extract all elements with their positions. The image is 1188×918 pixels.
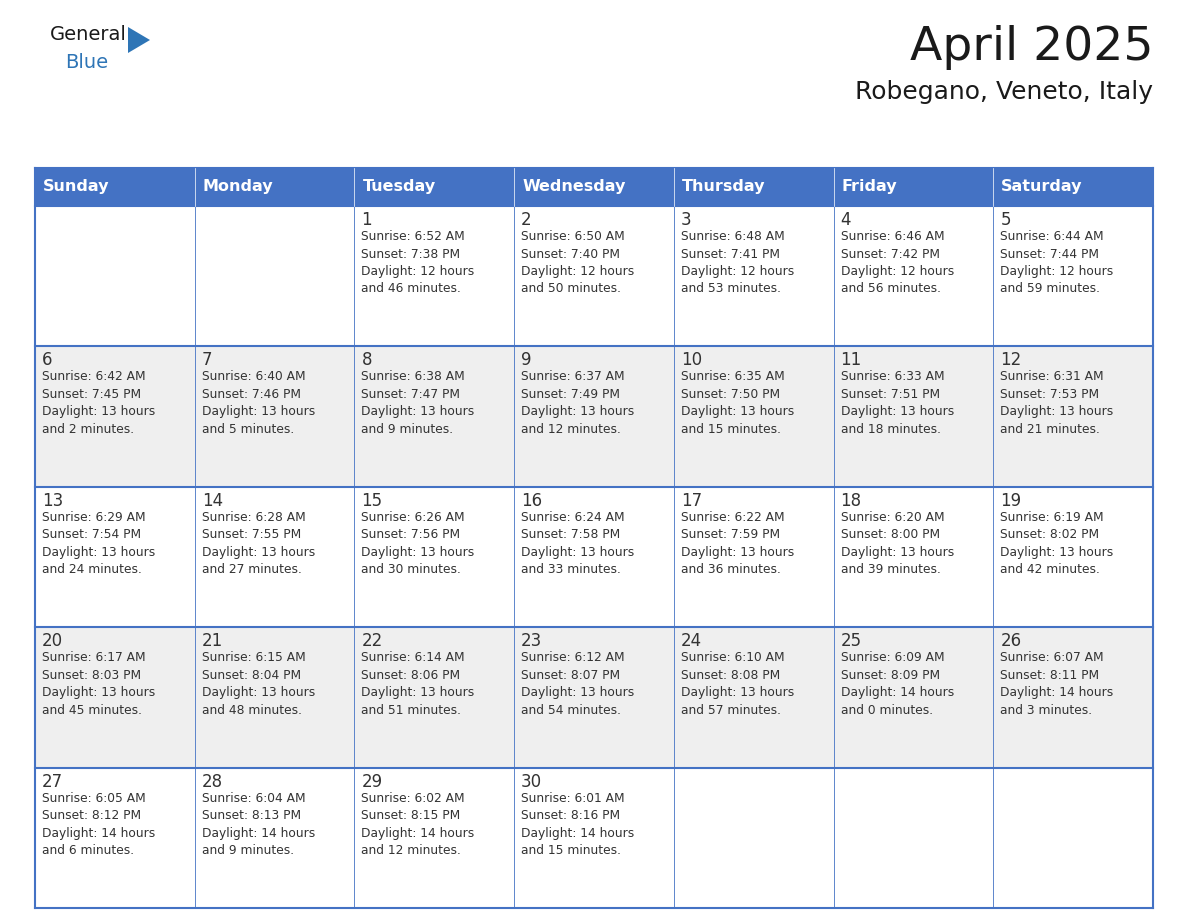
Text: 23: 23 bbox=[522, 633, 543, 650]
Text: 17: 17 bbox=[681, 492, 702, 509]
Text: Tuesday: Tuesday bbox=[362, 180, 436, 195]
Text: 5: 5 bbox=[1000, 211, 1011, 229]
Text: 9: 9 bbox=[522, 352, 532, 369]
Text: Sunrise: 6:50 AM
Sunset: 7:40 PM
Daylight: 12 hours
and 50 minutes.: Sunrise: 6:50 AM Sunset: 7:40 PM Dayligh… bbox=[522, 230, 634, 296]
Bar bbox=[34, 206, 1154, 346]
Text: Sunrise: 6:02 AM
Sunset: 8:15 PM
Daylight: 14 hours
and 12 minutes.: Sunrise: 6:02 AM Sunset: 8:15 PM Dayligh… bbox=[361, 791, 475, 857]
Text: Sunrise: 6:04 AM
Sunset: 8:13 PM
Daylight: 14 hours
and 9 minutes.: Sunrise: 6:04 AM Sunset: 8:13 PM Dayligh… bbox=[202, 791, 315, 857]
Text: Sunrise: 6:14 AM
Sunset: 8:06 PM
Daylight: 13 hours
and 51 minutes.: Sunrise: 6:14 AM Sunset: 8:06 PM Dayligh… bbox=[361, 651, 475, 717]
Bar bbox=[34, 487, 1154, 627]
Text: 11: 11 bbox=[841, 352, 861, 369]
Polygon shape bbox=[128, 27, 150, 53]
Text: 20: 20 bbox=[42, 633, 63, 650]
Text: 16: 16 bbox=[522, 492, 542, 509]
Text: 28: 28 bbox=[202, 773, 223, 790]
Text: 19: 19 bbox=[1000, 492, 1022, 509]
Text: 14: 14 bbox=[202, 492, 223, 509]
Bar bbox=[34, 767, 1154, 908]
Text: Sunrise: 6:46 AM
Sunset: 7:42 PM
Daylight: 12 hours
and 56 minutes.: Sunrise: 6:46 AM Sunset: 7:42 PM Dayligh… bbox=[841, 230, 954, 296]
Text: Friday: Friday bbox=[841, 180, 897, 195]
Text: Sunrise: 6:22 AM
Sunset: 7:59 PM
Daylight: 13 hours
and 36 minutes.: Sunrise: 6:22 AM Sunset: 7:59 PM Dayligh… bbox=[681, 510, 794, 577]
Text: Sunrise: 6:15 AM
Sunset: 8:04 PM
Daylight: 13 hours
and 48 minutes.: Sunrise: 6:15 AM Sunset: 8:04 PM Dayligh… bbox=[202, 651, 315, 717]
Text: Sunrise: 6:31 AM
Sunset: 7:53 PM
Daylight: 13 hours
and 21 minutes.: Sunrise: 6:31 AM Sunset: 7:53 PM Dayligh… bbox=[1000, 370, 1113, 436]
Text: Sunrise: 6:48 AM
Sunset: 7:41 PM
Daylight: 12 hours
and 53 minutes.: Sunrise: 6:48 AM Sunset: 7:41 PM Dayligh… bbox=[681, 230, 794, 296]
Text: Sunrise: 6:05 AM
Sunset: 8:12 PM
Daylight: 14 hours
and 6 minutes.: Sunrise: 6:05 AM Sunset: 8:12 PM Dayligh… bbox=[42, 791, 156, 857]
Text: 10: 10 bbox=[681, 352, 702, 369]
Text: 22: 22 bbox=[361, 633, 383, 650]
Text: Sunrise: 6:20 AM
Sunset: 8:00 PM
Daylight: 13 hours
and 39 minutes.: Sunrise: 6:20 AM Sunset: 8:00 PM Dayligh… bbox=[841, 510, 954, 577]
Text: 13: 13 bbox=[42, 492, 63, 509]
Text: Sunrise: 6:33 AM
Sunset: 7:51 PM
Daylight: 13 hours
and 18 minutes.: Sunrise: 6:33 AM Sunset: 7:51 PM Dayligh… bbox=[841, 370, 954, 436]
Text: Sunrise: 6:12 AM
Sunset: 8:07 PM
Daylight: 13 hours
and 54 minutes.: Sunrise: 6:12 AM Sunset: 8:07 PM Dayligh… bbox=[522, 651, 634, 717]
Text: Robegano, Veneto, Italy: Robegano, Veneto, Italy bbox=[855, 80, 1154, 104]
Text: Sunrise: 6:35 AM
Sunset: 7:50 PM
Daylight: 13 hours
and 15 minutes.: Sunrise: 6:35 AM Sunset: 7:50 PM Dayligh… bbox=[681, 370, 794, 436]
Text: Sunrise: 6:44 AM
Sunset: 7:44 PM
Daylight: 12 hours
and 59 minutes.: Sunrise: 6:44 AM Sunset: 7:44 PM Dayligh… bbox=[1000, 230, 1113, 296]
Text: April 2025: April 2025 bbox=[910, 25, 1154, 70]
Text: Sunrise: 6:29 AM
Sunset: 7:54 PM
Daylight: 13 hours
and 24 minutes.: Sunrise: 6:29 AM Sunset: 7:54 PM Dayligh… bbox=[42, 510, 156, 577]
Bar bbox=[34, 346, 1154, 487]
Text: Sunrise: 6:19 AM
Sunset: 8:02 PM
Daylight: 13 hours
and 42 minutes.: Sunrise: 6:19 AM Sunset: 8:02 PM Dayligh… bbox=[1000, 510, 1113, 577]
Text: 27: 27 bbox=[42, 773, 63, 790]
Bar bbox=[34, 168, 1154, 206]
Text: 21: 21 bbox=[202, 633, 223, 650]
Text: 3: 3 bbox=[681, 211, 691, 229]
Text: Sunrise: 6:26 AM
Sunset: 7:56 PM
Daylight: 13 hours
and 30 minutes.: Sunrise: 6:26 AM Sunset: 7:56 PM Dayligh… bbox=[361, 510, 475, 577]
Text: 18: 18 bbox=[841, 492, 861, 509]
Text: 1: 1 bbox=[361, 211, 372, 229]
Text: Thursday: Thursday bbox=[682, 180, 765, 195]
Text: Sunday: Sunday bbox=[43, 180, 109, 195]
Text: Saturday: Saturday bbox=[1001, 180, 1082, 195]
Text: 24: 24 bbox=[681, 633, 702, 650]
Text: 30: 30 bbox=[522, 773, 542, 790]
Text: 15: 15 bbox=[361, 492, 383, 509]
Text: 4: 4 bbox=[841, 211, 851, 229]
Text: 7: 7 bbox=[202, 352, 213, 369]
Text: Sunrise: 6:07 AM
Sunset: 8:11 PM
Daylight: 14 hours
and 3 minutes.: Sunrise: 6:07 AM Sunset: 8:11 PM Dayligh… bbox=[1000, 651, 1113, 717]
Text: Sunrise: 6:10 AM
Sunset: 8:08 PM
Daylight: 13 hours
and 57 minutes.: Sunrise: 6:10 AM Sunset: 8:08 PM Dayligh… bbox=[681, 651, 794, 717]
Text: Sunrise: 6:09 AM
Sunset: 8:09 PM
Daylight: 14 hours
and 0 minutes.: Sunrise: 6:09 AM Sunset: 8:09 PM Dayligh… bbox=[841, 651, 954, 717]
Text: Sunrise: 6:28 AM
Sunset: 7:55 PM
Daylight: 13 hours
and 27 minutes.: Sunrise: 6:28 AM Sunset: 7:55 PM Dayligh… bbox=[202, 510, 315, 577]
Text: Sunrise: 6:40 AM
Sunset: 7:46 PM
Daylight: 13 hours
and 5 minutes.: Sunrise: 6:40 AM Sunset: 7:46 PM Dayligh… bbox=[202, 370, 315, 436]
Text: 29: 29 bbox=[361, 773, 383, 790]
Text: 8: 8 bbox=[361, 352, 372, 369]
Text: 25: 25 bbox=[841, 633, 861, 650]
Text: 12: 12 bbox=[1000, 352, 1022, 369]
Text: General: General bbox=[50, 25, 127, 44]
Text: Sunrise: 6:24 AM
Sunset: 7:58 PM
Daylight: 13 hours
and 33 minutes.: Sunrise: 6:24 AM Sunset: 7:58 PM Dayligh… bbox=[522, 510, 634, 577]
Text: Monday: Monday bbox=[203, 180, 273, 195]
Text: Sunrise: 6:37 AM
Sunset: 7:49 PM
Daylight: 13 hours
and 12 minutes.: Sunrise: 6:37 AM Sunset: 7:49 PM Dayligh… bbox=[522, 370, 634, 436]
Text: Wednesday: Wednesday bbox=[523, 180, 626, 195]
Text: 2: 2 bbox=[522, 211, 532, 229]
Text: Sunrise: 6:52 AM
Sunset: 7:38 PM
Daylight: 12 hours
and 46 minutes.: Sunrise: 6:52 AM Sunset: 7:38 PM Dayligh… bbox=[361, 230, 475, 296]
Text: 26: 26 bbox=[1000, 633, 1022, 650]
Text: Sunrise: 6:17 AM
Sunset: 8:03 PM
Daylight: 13 hours
and 45 minutes.: Sunrise: 6:17 AM Sunset: 8:03 PM Dayligh… bbox=[42, 651, 156, 717]
Text: Blue: Blue bbox=[65, 53, 108, 72]
Text: 6: 6 bbox=[42, 352, 52, 369]
Text: Sunrise: 6:42 AM
Sunset: 7:45 PM
Daylight: 13 hours
and 2 minutes.: Sunrise: 6:42 AM Sunset: 7:45 PM Dayligh… bbox=[42, 370, 156, 436]
Text: Sunrise: 6:01 AM
Sunset: 8:16 PM
Daylight: 14 hours
and 15 minutes.: Sunrise: 6:01 AM Sunset: 8:16 PM Dayligh… bbox=[522, 791, 634, 857]
Bar bbox=[34, 627, 1154, 767]
Text: Sunrise: 6:38 AM
Sunset: 7:47 PM
Daylight: 13 hours
and 9 minutes.: Sunrise: 6:38 AM Sunset: 7:47 PM Dayligh… bbox=[361, 370, 475, 436]
